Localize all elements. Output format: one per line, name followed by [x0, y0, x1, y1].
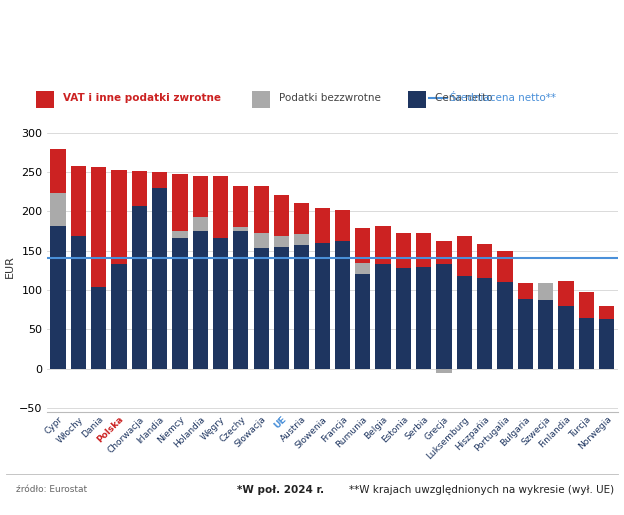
Bar: [71, 166, 86, 236]
Bar: [193, 217, 208, 231]
Bar: [253, 248, 269, 369]
Bar: [355, 263, 371, 273]
Bar: [518, 283, 533, 299]
Bar: [132, 206, 147, 369]
Bar: [396, 233, 411, 268]
Bar: [274, 236, 289, 247]
Bar: [213, 176, 228, 238]
Bar: [314, 243, 329, 369]
Bar: [477, 245, 492, 278]
Bar: [578, 318, 594, 369]
Bar: [396, 268, 411, 369]
Bar: [252, 91, 270, 108]
Y-axis label: EUR: EUR: [5, 255, 15, 278]
Bar: [274, 195, 289, 236]
Bar: [538, 300, 553, 369]
Bar: [294, 245, 310, 369]
Bar: [355, 273, 371, 369]
Bar: [457, 236, 472, 276]
Bar: [193, 231, 208, 369]
Bar: [36, 91, 54, 108]
Bar: [376, 227, 391, 264]
Text: Cena netto: Cena netto: [435, 93, 492, 104]
Text: w wybranych krajach Europy, w EUR za MWh*: w wybranych krajach Europy, w EUR za MWh…: [16, 51, 392, 66]
Bar: [314, 208, 329, 243]
Bar: [294, 234, 310, 245]
Text: Podatki bezzwrotne: Podatki bezzwrotne: [279, 93, 381, 104]
Bar: [111, 170, 127, 264]
Text: **W krajach uwzględnionych na wykresie (wył. UE): **W krajach uwzględnionych na wykresie (…: [349, 485, 615, 494]
Bar: [436, 369, 452, 373]
Bar: [91, 167, 106, 287]
Bar: [51, 149, 66, 193]
Bar: [152, 188, 167, 369]
Bar: [436, 241, 452, 264]
Bar: [51, 193, 66, 227]
Text: Średniacena netto**: Średniacena netto**: [450, 93, 556, 104]
Bar: [497, 251, 512, 282]
Text: *W poł. 2024 r.: *W poł. 2024 r.: [237, 485, 324, 494]
Bar: [477, 278, 492, 369]
Bar: [172, 174, 187, 231]
Bar: [436, 264, 452, 369]
Bar: [599, 319, 614, 369]
Bar: [558, 282, 573, 306]
Text: źródło: Eurostat: źródło: Eurostat: [16, 485, 87, 494]
Bar: [253, 233, 269, 248]
Bar: [335, 210, 350, 242]
Bar: [416, 233, 431, 267]
Bar: [355, 228, 371, 263]
Bar: [335, 242, 350, 369]
Text: Cena energii poza sektorem gospodarstw domowych: Cena energii poza sektorem gospodarstw d…: [16, 18, 452, 32]
Bar: [193, 176, 208, 217]
Bar: [71, 236, 86, 369]
Bar: [599, 306, 614, 319]
Bar: [172, 231, 187, 238]
Bar: [538, 283, 553, 300]
Bar: [91, 287, 106, 369]
Bar: [558, 306, 573, 369]
Bar: [233, 186, 248, 227]
Bar: [111, 264, 127, 369]
Text: money.pl: money.pl: [534, 23, 605, 37]
Bar: [213, 238, 228, 369]
Bar: [518, 299, 533, 369]
Bar: [233, 231, 248, 369]
Bar: [457, 276, 472, 369]
Bar: [132, 171, 147, 206]
Bar: [51, 227, 66, 369]
Bar: [152, 172, 167, 188]
Bar: [294, 203, 310, 234]
Bar: [578, 293, 594, 318]
Bar: [416, 267, 431, 369]
Bar: [408, 91, 426, 108]
Text: VAT i inne podatki zwrotne: VAT i inne podatki zwrotne: [64, 93, 222, 104]
Bar: [497, 282, 512, 369]
Bar: [253, 185, 269, 233]
Bar: [274, 247, 289, 369]
Bar: [172, 238, 187, 369]
Bar: [233, 227, 248, 231]
Bar: [376, 264, 391, 369]
